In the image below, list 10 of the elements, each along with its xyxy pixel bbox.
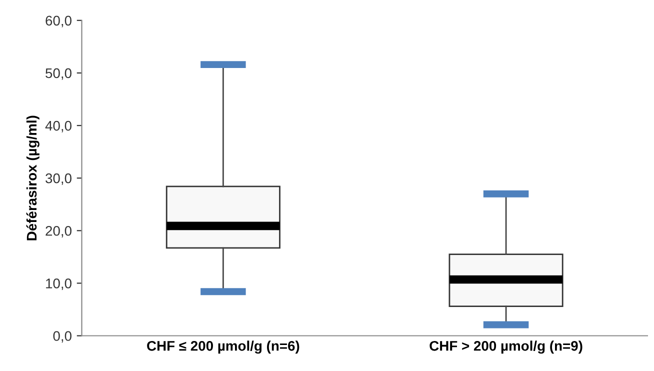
y-tick-label: 60,0 (46, 16, 72, 28)
y-tick-label: 30,0 (46, 173, 72, 185)
y-axis-title: Déférasirox (µg/ml) (26, 116, 40, 240)
y-tick-label: 40,0 (45, 120, 72, 132)
y-tick-label: 10,0 (46, 278, 72, 290)
y-tick-label: 50,0 (46, 68, 72, 80)
x-tick-label: CHF > 200 µmol/g (n=9) (430, 340, 582, 354)
y-tick-label: 20,0 (46, 226, 72, 238)
x-tick-label: CHF ≤ 200 µmol/g (n=6) (147, 340, 300, 354)
y-tick-label: 0,0 (53, 331, 72, 343)
